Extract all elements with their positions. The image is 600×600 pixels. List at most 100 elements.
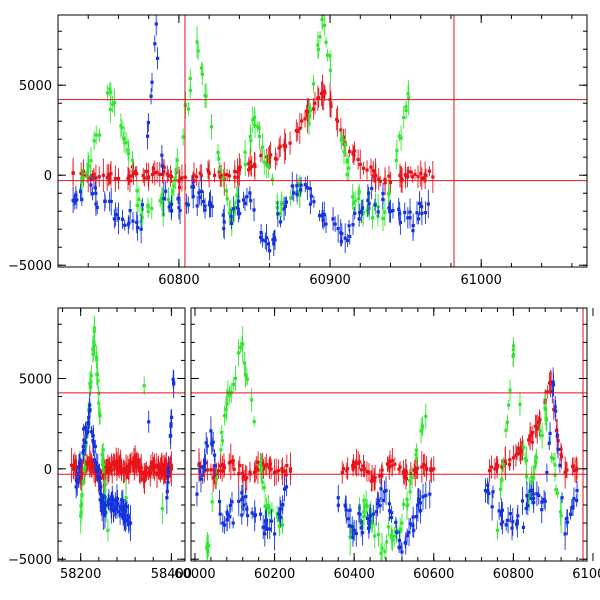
top-green-point	[298, 193, 302, 197]
bottom-blue-point	[231, 521, 235, 525]
top-blue-point	[210, 204, 214, 209]
bottom-green-point	[142, 384, 146, 388]
top-blue-point	[103, 199, 107, 203]
bottom-green-point	[398, 529, 402, 534]
top-red-point	[358, 162, 362, 166]
bottom-blue-point	[147, 420, 151, 424]
top-red-point	[155, 170, 159, 174]
bottom-green-point	[88, 381, 92, 386]
top-blue-point	[245, 195, 249, 199]
top-red-point	[158, 172, 162, 177]
bottom-blue-point	[365, 516, 370, 520]
bottom-blue-point	[390, 511, 394, 515]
top-red-point	[225, 173, 229, 177]
bottom-green-point	[225, 402, 229, 406]
bottom-blue-point	[428, 492, 432, 496]
bottom-red-point	[514, 453, 518, 458]
top-red-point	[329, 101, 333, 105]
top-blue-point	[135, 225, 140, 230]
top-green-point	[262, 160, 266, 164]
bottom-blue-point	[572, 497, 576, 501]
top-blue-point	[295, 184, 299, 188]
top-blue-point	[221, 213, 225, 217]
bottom-red-point	[555, 428, 559, 432]
top-green-point	[175, 158, 179, 162]
top-red-point	[278, 144, 282, 148]
bottom-green-point	[98, 414, 102, 418]
top-red-point	[233, 175, 237, 179]
bottom-blue-point	[521, 525, 526, 530]
bottom-green-point	[390, 538, 395, 542]
bottom-blue-point	[226, 512, 230, 517]
top-red-point	[153, 171, 157, 175]
top-red-point	[126, 176, 130, 180]
bottom-red-point	[282, 469, 286, 473]
bottom-red-point	[421, 463, 426, 467]
bottom-blue-point	[500, 508, 504, 512]
top-green-point	[174, 168, 178, 172]
bottom-red-point	[168, 469, 172, 473]
bottom-blue-point	[351, 535, 355, 540]
bottom-red-point	[388, 460, 392, 464]
top-blue-point	[73, 199, 77, 203]
bottom-red-point	[124, 468, 128, 472]
bottom-blue-point	[119, 507, 123, 511]
bottom-red-point	[267, 466, 272, 470]
bottom-blue-point	[217, 499, 222, 504]
bottom-blue-point	[121, 514, 125, 519]
bottom-blue-point	[228, 503, 232, 507]
bottom-green-point	[101, 457, 105, 461]
top-green-point	[186, 107, 191, 111]
top-red-point	[322, 89, 327, 93]
bottom-red-point	[494, 462, 499, 467]
bottom-red-point	[535, 427, 539, 431]
bottom-green-point	[386, 525, 390, 529]
bottom-green-point	[258, 462, 262, 467]
top-blue-point	[408, 210, 412, 214]
bottom-blue-point	[109, 504, 114, 508]
bottom-red-point	[218, 464, 223, 468]
bottom-red-point	[107, 468, 111, 473]
top-red-point	[273, 156, 278, 161]
top-blue-point	[127, 221, 131, 225]
top-blue-point	[398, 212, 402, 216]
bottom-blue-point	[93, 444, 97, 449]
bottom-blue-point	[82, 427, 86, 431]
top-red-point	[422, 176, 426, 180]
top-blue-point	[426, 202, 430, 206]
top-blue-point	[145, 134, 150, 138]
bottom-blue-point	[368, 514, 373, 518]
bottom-blue-point	[75, 481, 79, 485]
top-green-point	[253, 123, 257, 127]
top-green-point	[275, 201, 279, 205]
top-blue-point	[116, 216, 121, 220]
bottom-blue-point	[565, 516, 569, 520]
bottom-blue-point	[127, 520, 131, 524]
bottom-blue-point	[121, 505, 125, 509]
top-blue-point	[89, 183, 93, 187]
top-red-point	[371, 174, 375, 178]
bottom-blue-point	[542, 497, 546, 502]
top-green-point	[92, 139, 96, 143]
top-blue-point	[366, 198, 370, 202]
bottom-blue-point	[205, 444, 209, 448]
bottom-green-point	[233, 376, 238, 380]
bottom-red-point	[240, 471, 244, 476]
top-blue-point	[373, 203, 377, 207]
top-blue-point	[381, 192, 385, 196]
bottom-green-point	[263, 504, 267, 508]
top-blue-point	[259, 235, 263, 239]
bottom-blue-point	[550, 390, 554, 394]
bottom-red-point	[420, 465, 424, 469]
top-green-point	[236, 194, 240, 198]
top-green-point	[94, 133, 98, 137]
bottom-green-point	[219, 448, 223, 452]
top-green-point	[267, 164, 271, 168]
top-red-point	[423, 173, 427, 177]
bottom-blue-point	[357, 511, 361, 516]
bottom-green-point	[79, 514, 83, 518]
top-green-point	[342, 150, 346, 154]
top-blue-point	[308, 187, 312, 191]
bottom-green-point	[376, 532, 381, 537]
bottom-blue-point	[565, 520, 570, 524]
